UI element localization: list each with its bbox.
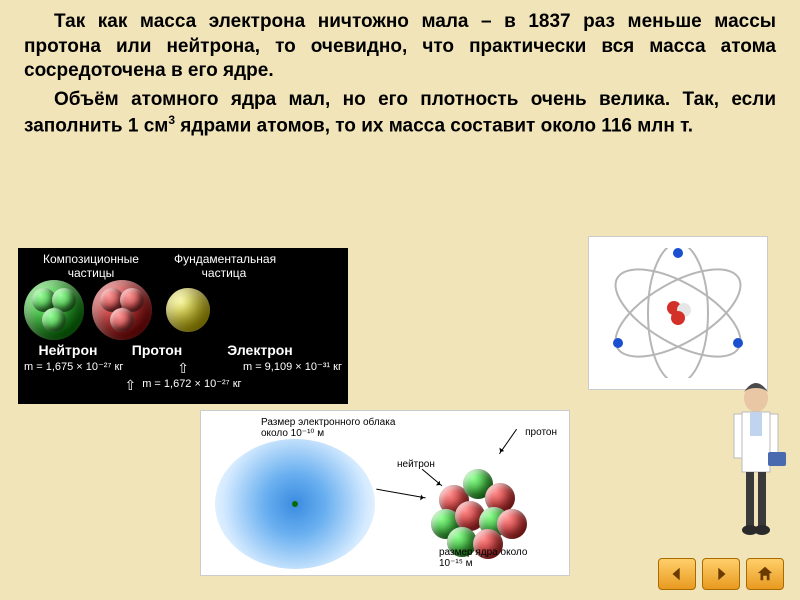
atom-size-diagram: Размер электронного облака около 10⁻¹⁰ м… <box>200 410 570 576</box>
paragraph-2: Объём атомного ядра мал, но его плотност… <box>24 88 776 139</box>
p2-part-b: ядрами атомов, то их масса составит окол… <box>175 115 693 136</box>
paragraph-1: Так как масса электрона ничтожно мала – … <box>24 10 776 84</box>
particle-panel: Композиционные частицы Фундаментальная ч… <box>18 248 348 404</box>
atom-orbit-diagram <box>588 236 768 390</box>
electron-mass: m = 9,109 × 10⁻³¹ кг <box>243 360 342 377</box>
back-button[interactable] <box>658 558 696 590</box>
electron-label: Электрон <box>200 342 320 358</box>
arrow-up-icon: ⇧ <box>124 377 136 394</box>
cloud-size-label: Размер электронного облака около 10⁻¹⁰ м <box>261 417 421 439</box>
nucleus-cluster <box>429 457 529 557</box>
main-text: Так как масса электрона ничтожно мала – … <box>0 0 800 147</box>
arrow-up-icon: ⇧ <box>177 360 189 377</box>
proton-mass: m = 1,672 × 10⁻²⁷ кг <box>142 377 241 394</box>
neutron-ball <box>24 280 84 340</box>
proton-arrow-label: протон <box>525 427 557 438</box>
fundamental-header: Фундаментальная частица <box>174 252 274 280</box>
nucleus-size-label: размер ядра около 10⁻¹⁵ м <box>439 547 549 569</box>
scientist-character <box>724 376 788 546</box>
electron-cloud <box>215 439 375 569</box>
home-button[interactable] <box>746 558 784 590</box>
p2-sup: 3 <box>168 113 175 127</box>
neutron-label: Нейтрон <box>22 342 114 358</box>
composite-header: Композиционные частицы <box>26 252 156 280</box>
electron-ball <box>166 288 210 332</box>
nav-bar <box>658 558 784 590</box>
forward-button[interactable] <box>702 558 740 590</box>
neutron-arrow-label: нейтрон <box>397 459 435 470</box>
proton-label: Протон <box>114 342 200 358</box>
neutron-mass: m = 1,675 × 10⁻²⁷ кг <box>24 360 123 377</box>
proton-ball <box>92 280 152 340</box>
